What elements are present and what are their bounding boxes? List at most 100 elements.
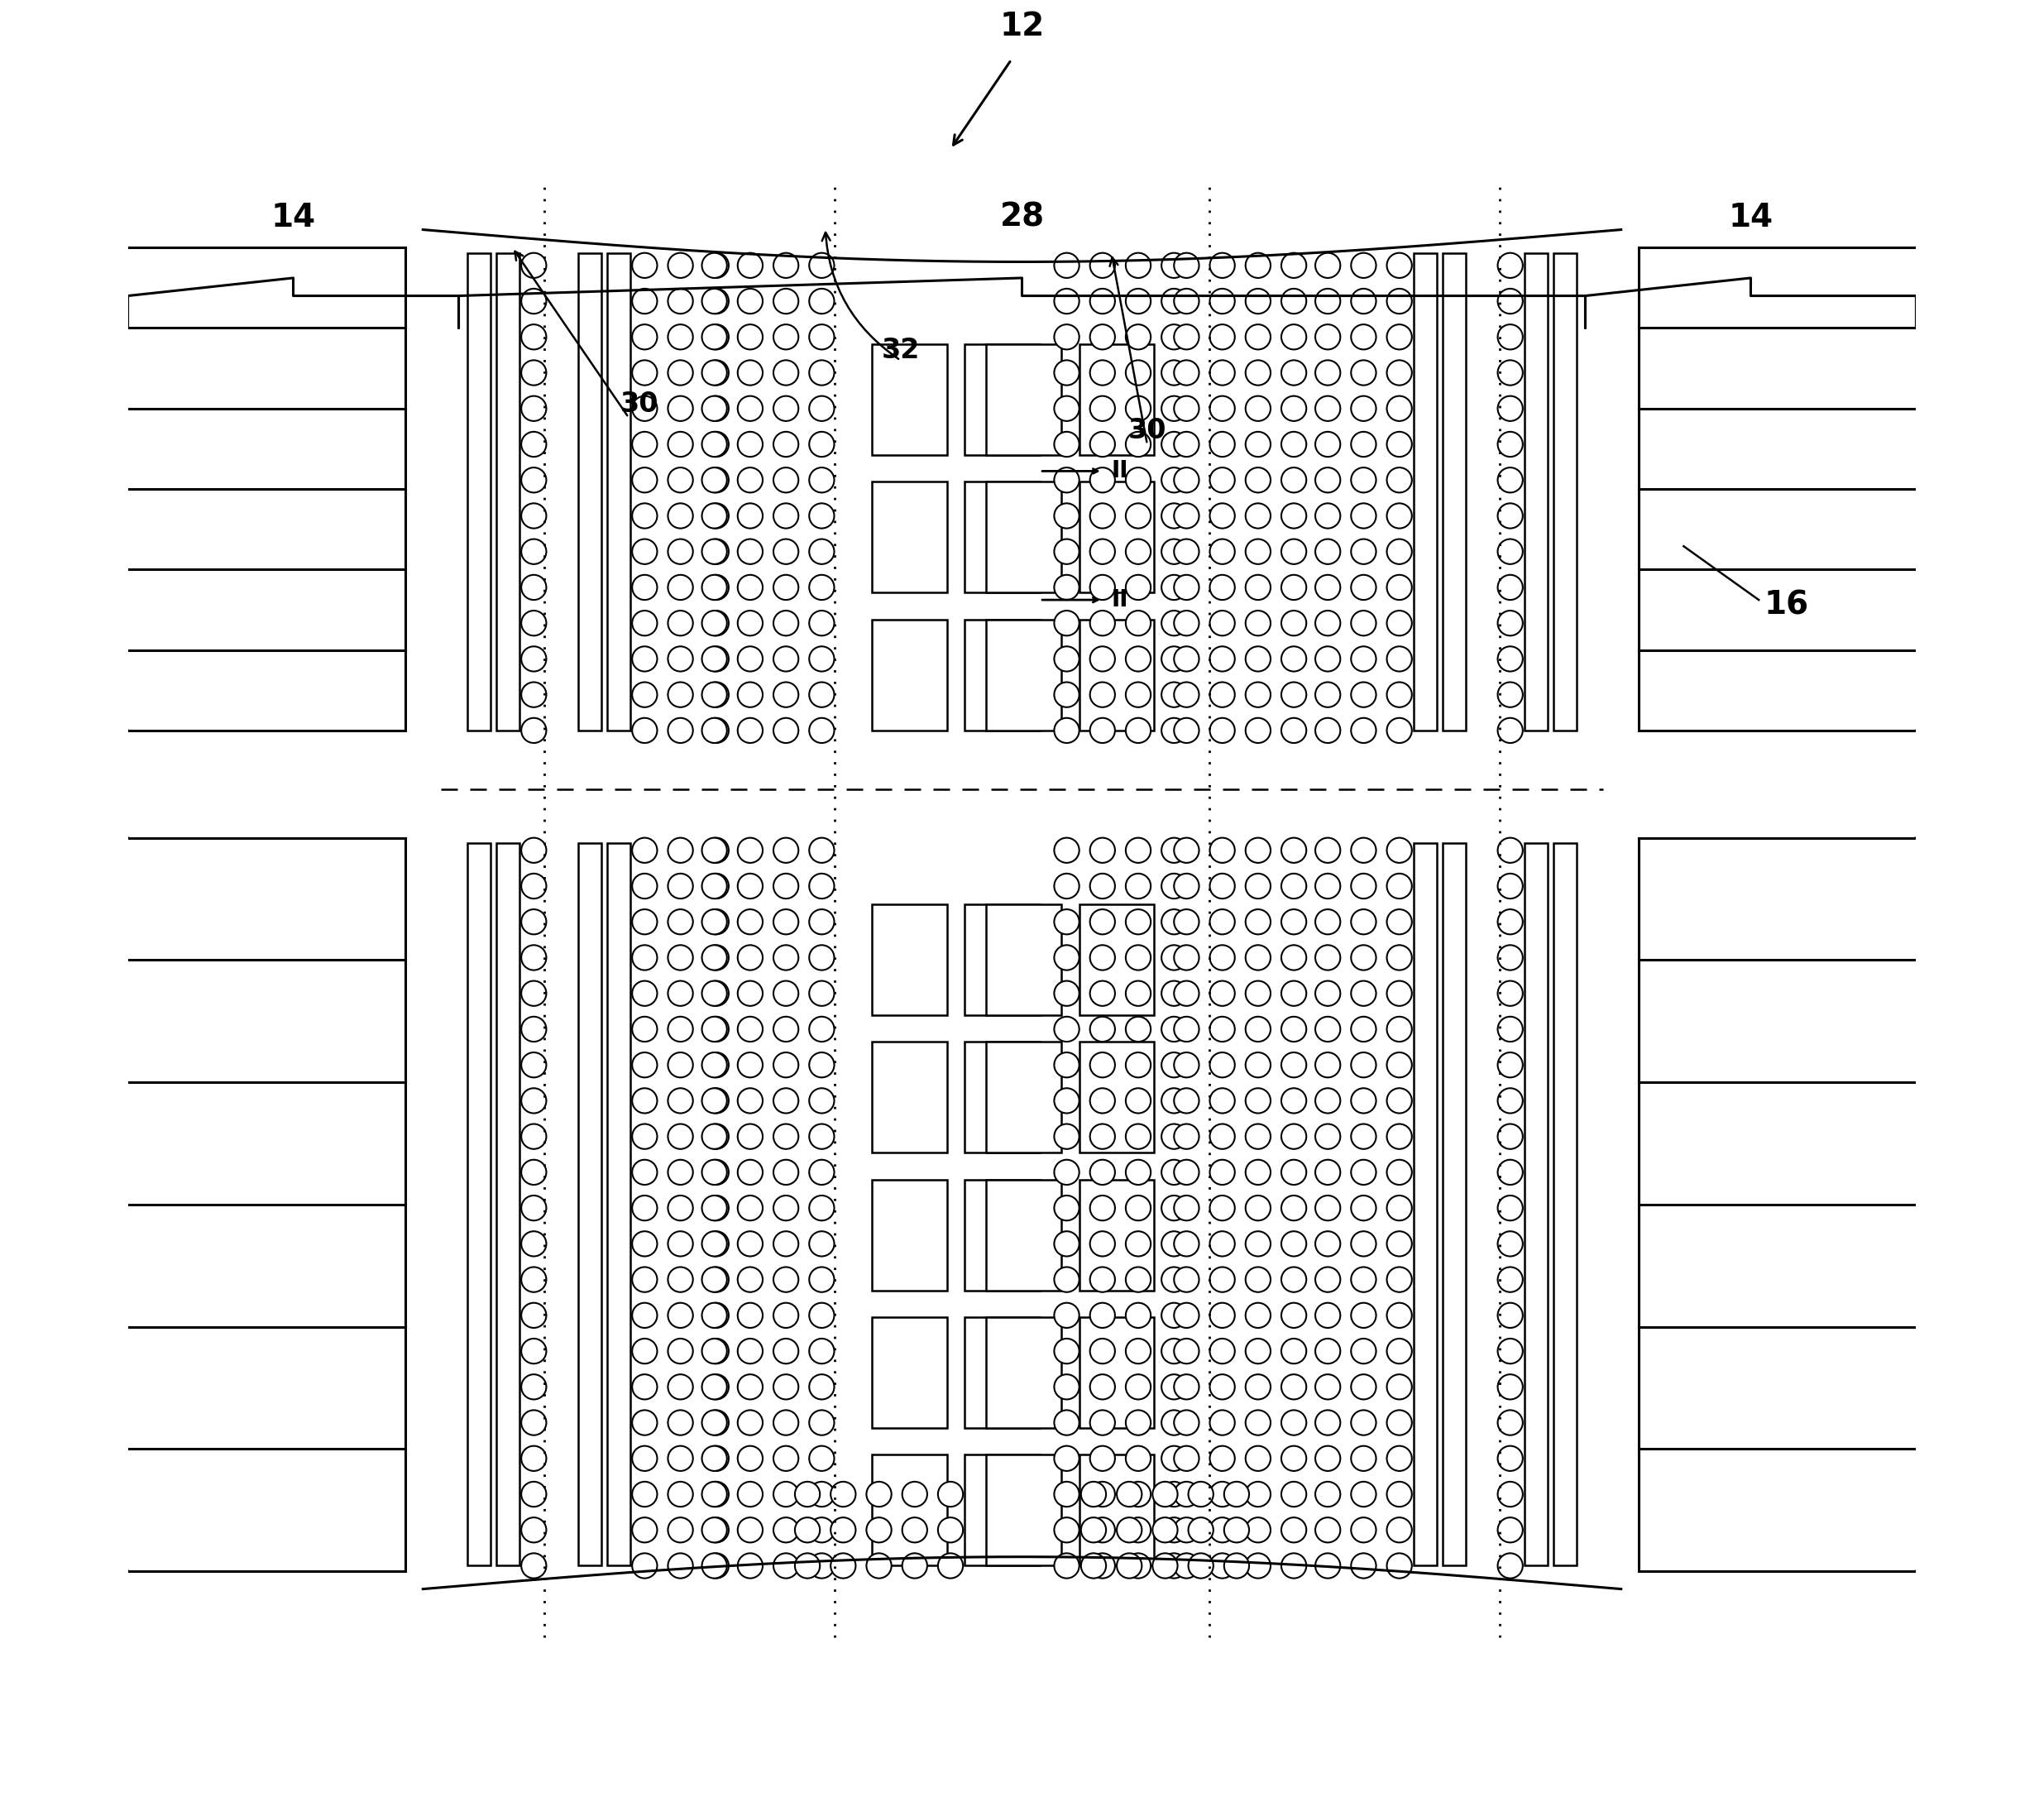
Circle shape (1386, 1053, 1412, 1078)
Circle shape (1161, 1017, 1186, 1042)
Bar (873, 620, 946, 730)
Circle shape (668, 575, 693, 600)
Circle shape (1210, 1053, 1235, 1078)
Bar (1079, 1042, 1155, 1152)
Circle shape (1351, 981, 1376, 1006)
Circle shape (867, 1517, 891, 1542)
Circle shape (1351, 945, 1376, 970)
Circle shape (1245, 1159, 1271, 1184)
Bar (1443, 843, 1466, 1565)
Circle shape (701, 1339, 728, 1364)
Circle shape (1210, 467, 1235, 492)
Circle shape (703, 981, 730, 1006)
Circle shape (1173, 945, 1200, 970)
Circle shape (668, 539, 693, 564)
Circle shape (1498, 431, 1523, 456)
Circle shape (632, 647, 658, 672)
Circle shape (1161, 1195, 1186, 1220)
Circle shape (1089, 647, 1114, 672)
Circle shape (1055, 719, 1079, 742)
Circle shape (1386, 1553, 1412, 1578)
Circle shape (1498, 1231, 1523, 1256)
Circle shape (1116, 1553, 1143, 1578)
Circle shape (1089, 837, 1114, 863)
Bar (1525, 253, 1547, 730)
Circle shape (1081, 1517, 1106, 1542)
Circle shape (1089, 611, 1114, 636)
Circle shape (773, 359, 799, 385)
Circle shape (703, 1483, 730, 1506)
Circle shape (1282, 359, 1306, 385)
Circle shape (738, 1553, 762, 1578)
Circle shape (632, 325, 658, 349)
Bar (1079, 343, 1155, 455)
Circle shape (1173, 1375, 1200, 1400)
Circle shape (1245, 1375, 1271, 1400)
Bar (987, 343, 1061, 455)
Circle shape (1245, 503, 1271, 528)
Bar (1079, 620, 1155, 730)
Circle shape (1055, 1017, 1079, 1042)
Circle shape (738, 1267, 762, 1292)
Circle shape (1498, 1089, 1523, 1112)
Circle shape (1210, 611, 1235, 636)
Circle shape (1351, 1411, 1376, 1436)
Circle shape (738, 359, 762, 385)
Text: 30: 30 (619, 390, 658, 417)
Circle shape (632, 395, 658, 420)
Circle shape (668, 647, 693, 672)
Circle shape (1351, 1123, 1376, 1148)
Circle shape (1210, 1267, 1235, 1292)
Circle shape (738, 1411, 762, 1436)
Circle shape (1245, 539, 1271, 564)
Circle shape (1173, 539, 1200, 564)
Circle shape (1173, 431, 1200, 456)
Circle shape (668, 909, 693, 934)
Circle shape (773, 683, 799, 708)
Circle shape (1089, 1231, 1114, 1256)
Circle shape (1498, 647, 1523, 672)
Circle shape (1498, 539, 1523, 564)
Circle shape (1126, 253, 1151, 279)
Circle shape (1089, 431, 1114, 456)
Circle shape (1173, 611, 1200, 636)
Circle shape (668, 1053, 693, 1078)
Circle shape (773, 1159, 799, 1184)
Circle shape (668, 837, 693, 863)
Circle shape (521, 1123, 546, 1148)
Circle shape (1386, 1267, 1412, 1292)
Circle shape (1173, 981, 1200, 1006)
Circle shape (1282, 1017, 1306, 1042)
Circle shape (1055, 647, 1079, 672)
Circle shape (1173, 395, 1200, 420)
Circle shape (901, 1517, 928, 1542)
Circle shape (1314, 539, 1341, 564)
Circle shape (632, 945, 658, 970)
Circle shape (521, 647, 546, 672)
Circle shape (1224, 1483, 1249, 1506)
Circle shape (1245, 1195, 1271, 1220)
Circle shape (703, 431, 730, 456)
Circle shape (1089, 1017, 1114, 1042)
Circle shape (521, 325, 546, 349)
Circle shape (1161, 1123, 1186, 1148)
Circle shape (1210, 837, 1235, 863)
Circle shape (1282, 253, 1306, 279)
Circle shape (773, 1483, 799, 1506)
Circle shape (701, 1195, 728, 1220)
Circle shape (1161, 503, 1186, 528)
Circle shape (1314, 395, 1341, 420)
Circle shape (1351, 683, 1376, 708)
Circle shape (703, 1411, 730, 1436)
Circle shape (632, 1303, 658, 1328)
Circle shape (703, 1089, 730, 1112)
Circle shape (1282, 1517, 1306, 1542)
Circle shape (809, 909, 834, 934)
Circle shape (1498, 503, 1523, 528)
Circle shape (1386, 395, 1412, 420)
Circle shape (1210, 1123, 1235, 1148)
Circle shape (738, 611, 762, 636)
Circle shape (1089, 1483, 1114, 1506)
Circle shape (1055, 325, 1079, 349)
Circle shape (773, 253, 799, 279)
